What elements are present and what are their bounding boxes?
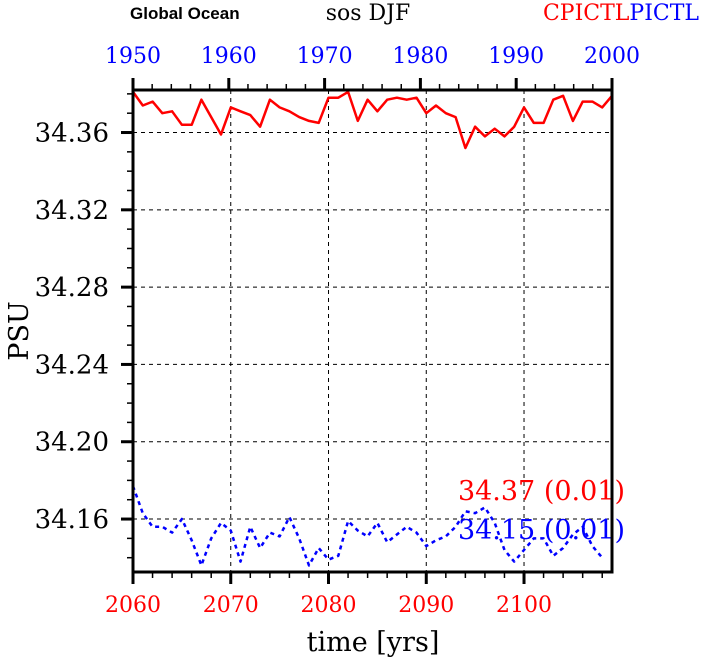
series-lines bbox=[131, 90, 613, 567]
series-line-pictl bbox=[131, 485, 604, 567]
grid bbox=[133, 90, 612, 572]
legend-red: CPICTL bbox=[543, 1, 630, 26]
x-bottom-tick-label: 2090 bbox=[398, 593, 454, 618]
annotation-blue: 34.15 (0.01) bbox=[458, 515, 625, 546]
x-bottom-tick-label: 2070 bbox=[203, 593, 259, 618]
region-label: Global Ocean bbox=[130, 4, 240, 23]
y-tick-label: 34.32 bbox=[35, 196, 109, 226]
tick-labels: 34.36 34.32 34.28 34.24 34.20 34.16 2060 2070 20… bbox=[35, 44, 640, 618]
x-top-tick-label: 1960 bbox=[201, 44, 257, 69]
x-top-tick-label: 1990 bbox=[488, 44, 544, 69]
legend-blue: PICTL bbox=[629, 1, 699, 26]
y-tick-label: 34.28 bbox=[35, 273, 109, 303]
chart-title: sos DJF bbox=[326, 1, 411, 26]
plot-frame bbox=[131, 88, 614, 574]
y-tick-label: 34.16 bbox=[35, 505, 109, 535]
x-top-tick-label: 1970 bbox=[297, 44, 353, 69]
x-top-tick-label: 1980 bbox=[392, 44, 448, 69]
y-axis-label: PSU bbox=[4, 301, 35, 360]
y-tick-label: 34.24 bbox=[35, 350, 109, 380]
x-top-tick-label: 2000 bbox=[584, 44, 640, 69]
annotation-red: 34.37 (0.01) bbox=[458, 476, 625, 507]
x-top-tick-label: 1950 bbox=[105, 44, 161, 69]
axes bbox=[121, 78, 614, 584]
x-axis-label: time [yrs] bbox=[307, 627, 440, 658]
series-line-cpictl bbox=[131, 90, 613, 150]
legend-group: CPICTLPICTL bbox=[543, 1, 699, 26]
y-tick-label: 34.20 bbox=[35, 428, 109, 458]
x-bottom-tick-label: 2060 bbox=[105, 593, 161, 618]
x-bottom-tick-label: 2080 bbox=[301, 593, 357, 618]
y-tick-label: 34.36 bbox=[35, 119, 109, 149]
x-bottom-tick-label: 2100 bbox=[496, 593, 552, 618]
